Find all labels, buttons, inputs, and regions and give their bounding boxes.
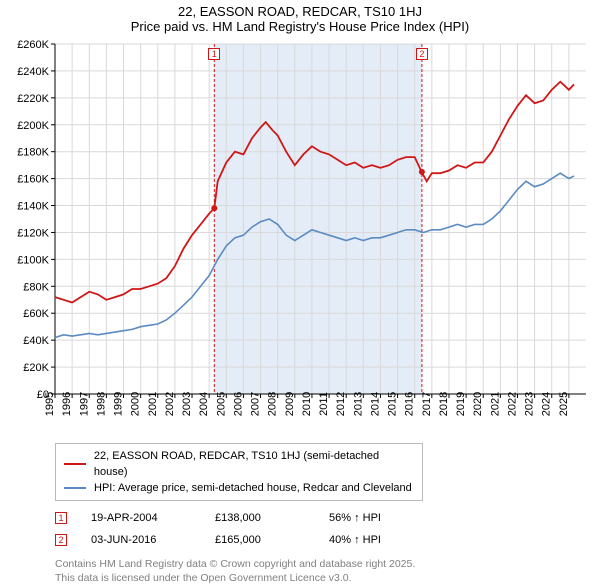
xtick-label: 2005 (215, 392, 227, 416)
legend-swatch (64, 463, 86, 465)
ytick-label: £80K (23, 281, 49, 293)
footer-line2: This data is licensed under the Open Gov… (55, 571, 600, 585)
xtick-label: 2000 (130, 392, 142, 416)
xtick-label: 2003 (181, 392, 193, 416)
legend-label: 22, EASSON ROAD, REDCAR, TS10 1HJ (semi-… (94, 448, 414, 480)
xtick-label: 2010 (301, 392, 313, 416)
line-chart-svg: £0£20K£40K£60K£80K£100K£120K£140K£160K£1… (0, 34, 600, 439)
event-id-box: 2 (55, 534, 67, 546)
event-table: 1 19-APR-2004 £138,000 56% ↑ HPI 2 03-JUN-201… (55, 507, 600, 551)
ytick-label: £20K (23, 362, 49, 374)
event-id-box: 1 (55, 512, 67, 524)
xtick-label: 2022 (506, 392, 518, 416)
xtick-label: 2023 (524, 392, 536, 416)
event-point (419, 169, 425, 175)
title-line1: 22, EASSON ROAD, REDCAR, TS10 1HJ (0, 4, 600, 19)
ytick-label: £220K (17, 93, 49, 105)
legend-swatch (64, 487, 86, 489)
ytick-label: £100K (17, 254, 49, 266)
xtick-label: 2013 (352, 392, 364, 416)
event-pct: 40% ↑ HPI (329, 529, 409, 551)
ytick-label: £240K (17, 66, 49, 78)
xtick-label: 2016 (404, 392, 416, 416)
event-row: 2 03-JUN-2016 £165,000 40% ↑ HPI (55, 529, 600, 551)
xtick-label: 2015 (387, 392, 399, 416)
xtick-label: 2014 (369, 392, 381, 416)
xtick-label: 1997 (78, 392, 90, 416)
event-marker-box: 1 (208, 48, 220, 60)
xtick-label: 1998 (95, 392, 107, 416)
xtick-label: 2012 (335, 392, 347, 416)
ytick-label: £160K (17, 174, 49, 186)
xtick-label: 2020 (472, 392, 484, 416)
xtick-label: 2019 (455, 392, 467, 416)
legend-item: 22, EASSON ROAD, REDCAR, TS10 1HJ (semi-… (64, 448, 414, 480)
ytick-label: £260K (17, 39, 49, 51)
legend-item: HPI: Average price, semi-detached house,… (64, 480, 414, 496)
event-price: £165,000 (215, 529, 305, 551)
xtick-label: 2004 (198, 392, 210, 416)
event-row: 1 19-APR-2004 £138,000 56% ↑ HPI (55, 507, 600, 529)
title-line2: Price paid vs. HM Land Registry's House … (0, 19, 600, 34)
footer-attribution: Contains HM Land Registry data © Crown c… (55, 557, 600, 585)
xtick-label: 2024 (541, 392, 553, 416)
xtick-label: 2006 (232, 392, 244, 416)
event-marker-box: 2 (416, 48, 428, 60)
xtick-label: 2002 (164, 392, 176, 416)
event-date: 19-APR-2004 (91, 507, 191, 529)
ytick-label: £200K (17, 120, 49, 132)
event-price: £138,000 (215, 507, 305, 529)
xtick-label: 2021 (489, 392, 501, 416)
legend-label: HPI: Average price, semi-detached house,… (94, 480, 412, 496)
ytick-label: £180K (17, 147, 49, 159)
event-point (211, 205, 217, 211)
xtick-label: 2018 (438, 392, 450, 416)
xtick-label: 1995 (44, 392, 56, 416)
xtick-label: 2017 (421, 392, 433, 416)
legend: 22, EASSON ROAD, REDCAR, TS10 1HJ (semi-… (55, 443, 423, 501)
xtick-label: 2009 (284, 392, 296, 416)
xtick-label: 2025 (558, 392, 570, 416)
xtick-label: 2001 (147, 392, 159, 416)
chart-titles: 22, EASSON ROAD, REDCAR, TS10 1HJ Price … (0, 0, 600, 34)
xtick-label: 2011 (318, 392, 330, 416)
ytick-label: £40K (23, 335, 49, 347)
event-pct: 56% ↑ HPI (329, 507, 409, 529)
xtick-label: 2007 (250, 392, 262, 416)
ytick-label: £140K (17, 201, 49, 213)
chart-area: £0£20K£40K£60K£80K£100K£120K£140K£160K£1… (0, 34, 600, 439)
xtick-label: 1996 (61, 392, 73, 416)
shaded-band (214, 44, 422, 394)
ytick-label: £120K (17, 227, 49, 239)
xtick-label: 1999 (113, 392, 125, 416)
footer-line1: Contains HM Land Registry data © Crown c… (55, 557, 600, 571)
ytick-label: £60K (23, 308, 49, 320)
xtick-label: 2008 (267, 392, 279, 416)
event-date: 03-JUN-2016 (91, 529, 191, 551)
